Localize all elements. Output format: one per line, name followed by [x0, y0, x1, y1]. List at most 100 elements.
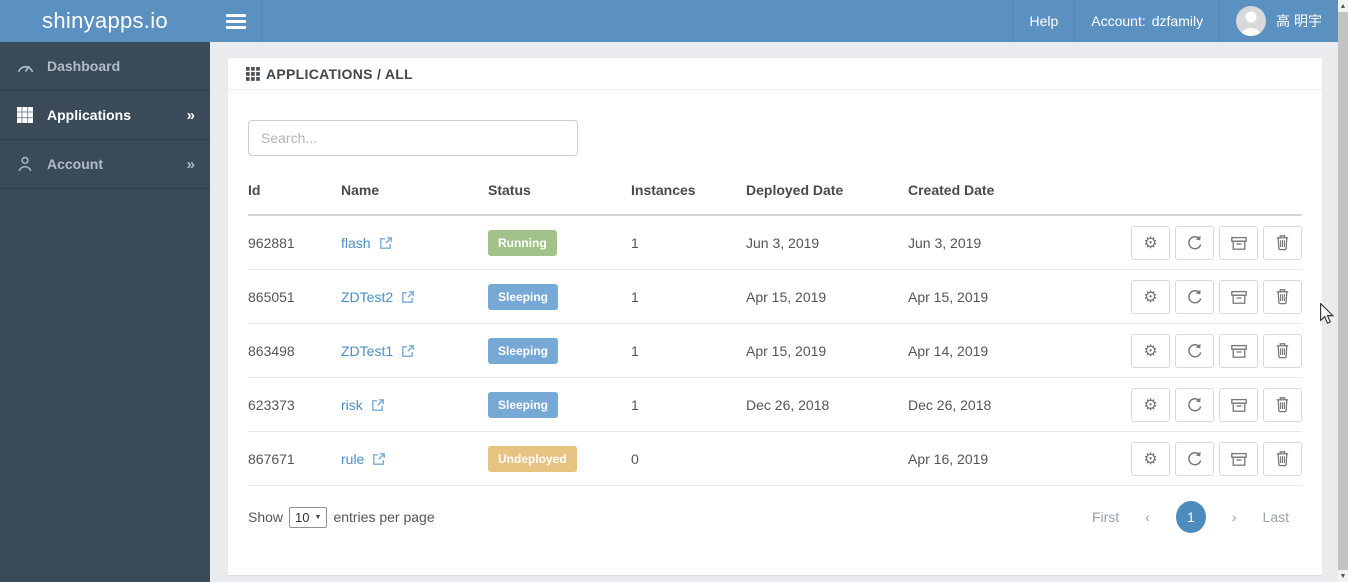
scrollbar[interactable]: ▲ ▼	[1338, 0, 1348, 582]
status-badge: Sleeping	[488, 391, 559, 418]
external-link-icon[interactable]	[371, 398, 385, 412]
external-link-icon[interactable]	[379, 236, 393, 250]
trash-icon	[1276, 235, 1289, 251]
created-date: Apr 14, 2019	[908, 342, 989, 359]
help-label: Help	[1029, 13, 1059, 29]
brand-logo[interactable]: shinyapps.io	[42, 8, 168, 33]
scroll-down-icon[interactable]: ▼	[1339, 572, 1347, 580]
scroll-up-icon[interactable]: ▲	[1339, 2, 1347, 10]
delete-button[interactable]	[1263, 387, 1302, 422]
external-link-icon[interactable]	[372, 452, 386, 466]
trash-icon	[1276, 289, 1289, 305]
trash-icon	[1276, 343, 1289, 359]
restart-button[interactable]	[1175, 387, 1214, 422]
search-input[interactable]	[248, 120, 578, 156]
instances-value: 1	[631, 342, 639, 359]
restart-button[interactable]	[1175, 441, 1214, 476]
table-body: 962881 flash Running 1 Jun 3, 2019 Jun 3…	[248, 216, 1302, 486]
grid-icon	[15, 107, 35, 123]
app-link[interactable]: ZDTest1	[341, 342, 394, 359]
column-header-deployed: Deployed Date	[746, 182, 844, 198]
pagination-prev[interactable]: ‹	[1145, 509, 1150, 525]
grid-icon	[246, 66, 260, 81]
app-link[interactable]: flash	[341, 234, 371, 251]
archive-box-icon	[1230, 344, 1247, 358]
sidebar-item-account[interactable]: Account »	[0, 140, 210, 189]
settings-button[interactable]: ⚙	[1131, 279, 1170, 314]
restart-button[interactable]	[1175, 333, 1214, 368]
sidebar-item-label: Applications	[47, 107, 132, 123]
settings-button[interactable]: ⚙	[1131, 441, 1170, 476]
delete-button[interactable]	[1263, 225, 1302, 260]
gauge-icon	[15, 59, 35, 74]
restart-button[interactable]	[1175, 279, 1214, 314]
instances-value: 1	[631, 234, 639, 251]
top-navbar: shinyapps.io Help Account: dzfamily 高 明宇	[0, 0, 1348, 42]
settings-button[interactable]: ⚙	[1131, 333, 1170, 368]
navbar-right: Help Account: dzfamily 高 明宇	[1012, 0, 1338, 42]
gear-icon: ⚙	[1143, 450, 1158, 468]
instances-value: 0	[631, 450, 639, 467]
page-size-select[interactable]: 10 ▼	[289, 506, 328, 528]
archive-box-icon	[1230, 452, 1247, 466]
help-link[interactable]: Help	[1012, 0, 1074, 42]
status-badge: Undeployed	[488, 445, 577, 472]
column-header-name: Name	[341, 182, 380, 198]
pagination-first[interactable]: First	[1091, 509, 1120, 525]
sidebar-item-dashboard[interactable]: Dashboard	[0, 42, 210, 91]
app-id: 867671	[248, 450, 295, 467]
trash-icon	[1276, 451, 1289, 467]
restart-button[interactable]	[1175, 225, 1214, 260]
chevron-right-icon: »	[186, 155, 195, 173]
pagination-last[interactable]: Last	[1262, 509, 1289, 525]
gear-icon: ⚙	[1143, 396, 1158, 414]
applications-panel: APPLICATIONS / ALL Id Name Status Instan…	[228, 58, 1322, 575]
account-menu[interactable]: Account: dzfamily	[1074, 0, 1219, 42]
settings-button[interactable]: ⚙	[1131, 225, 1170, 260]
sidebar-item-applications[interactable]: Applications »	[0, 91, 210, 140]
column-header-id: Id	[248, 182, 261, 198]
archive-box-icon	[1230, 290, 1247, 304]
archive-button[interactable]	[1219, 279, 1258, 314]
refresh-icon	[1188, 397, 1202, 412]
created-date: Dec 26, 2018	[908, 396, 992, 413]
scrollbar-thumb[interactable]	[1338, 12, 1348, 570]
app-link[interactable]: rule	[341, 450, 365, 467]
instances-value: 1	[631, 396, 639, 413]
account-name: dzfamily	[1151, 13, 1204, 29]
trash-icon	[1276, 397, 1289, 413]
delete-button[interactable]	[1263, 441, 1302, 476]
external-link-icon[interactable]	[401, 290, 415, 304]
table-row: 863498 ZDTest1 Sleeping 1 Apr 15, 2019 A…	[248, 324, 1302, 378]
delete-button[interactable]	[1263, 333, 1302, 368]
sidebar-toggle-button[interactable]	[210, 0, 262, 42]
panel-title-bar: APPLICATIONS / ALL	[228, 58, 1322, 90]
sidebar-item-label: Dashboard	[47, 58, 121, 74]
hamburger-icon	[225, 13, 246, 17]
app-link[interactable]: ZDTest2	[341, 288, 394, 305]
archive-button[interactable]	[1219, 333, 1258, 368]
user-menu[interactable]: 高 明宇	[1219, 0, 1338, 42]
avatar	[1236, 6, 1267, 36]
app-id: 623373	[248, 396, 295, 413]
pagination-page-1[interactable]: 1	[1175, 501, 1206, 533]
archive-button[interactable]	[1219, 387, 1258, 422]
archive-button[interactable]	[1219, 441, 1258, 476]
gear-icon: ⚙	[1143, 342, 1158, 360]
archive-button[interactable]	[1219, 225, 1258, 260]
entries-label: entries per page	[333, 509, 435, 525]
refresh-icon	[1188, 451, 1202, 466]
settings-button[interactable]: ⚙	[1131, 387, 1170, 422]
refresh-icon	[1188, 235, 1202, 250]
status-badge: Running	[488, 229, 557, 256]
app-link[interactable]: risk	[341, 396, 363, 413]
table-row: 867671 rule Undeployed 0 Apr 16, 2019 ⚙	[248, 432, 1302, 486]
column-header-status: Status	[488, 182, 531, 198]
table-row: 623373 risk Sleeping 1 Dec 26, 2018 Dec …	[248, 378, 1302, 432]
pagination-next[interactable]: ›	[1231, 509, 1237, 525]
column-header-instances: Instances	[631, 182, 696, 198]
show-label: Show	[248, 509, 284, 525]
table-footer: Show 10 ▼ entries per page First ‹ 1 › L…	[248, 486, 1302, 548]
external-link-icon[interactable]	[401, 344, 415, 358]
delete-button[interactable]	[1263, 279, 1302, 314]
